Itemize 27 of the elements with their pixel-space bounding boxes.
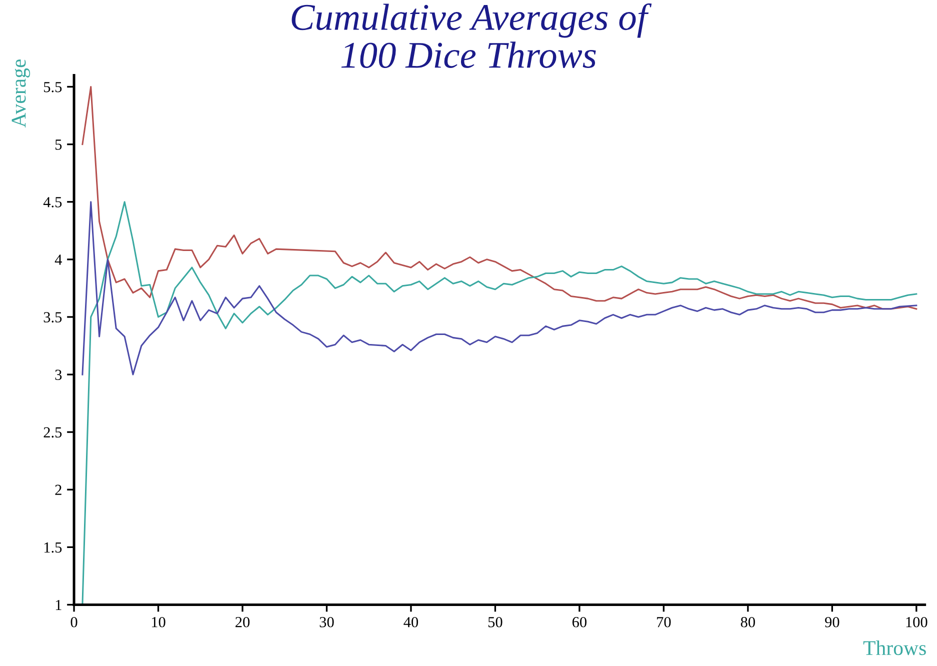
x-tick-label: 100 [906, 616, 928, 628]
x-axis-title: Throws [863, 640, 926, 656]
line-series [82, 86, 918, 310]
y-tick-label: 3.5 [44, 312, 62, 322]
x-tick-label: 60 [572, 616, 587, 628]
y-tick-label: 1 [56, 600, 62, 610]
y-tick-label: 4 [54, 254, 62, 265]
x-tick-label: 50 [488, 616, 502, 628]
x-tick-label: 40 [404, 616, 418, 628]
y-tick-label: 5.5 [44, 82, 62, 92]
y-tick-label: 2.5 [44, 427, 62, 438]
y-tick-label: 1.5 [44, 542, 62, 553]
x-tick-label: 20 [236, 616, 250, 628]
x-tick-label: 0 [70, 616, 78, 628]
y-tick-label: 2 [55, 484, 62, 495]
chart-title: Cumulative Averages of 100 Dice Throws [292, 3, 652, 68]
x-tick-label: 30 [320, 616, 334, 628]
y-axis-title: Average [12, 59, 30, 128]
line-series [82, 201, 918, 605]
x-tick-label: 10 [152, 616, 166, 628]
line-series [82, 201, 918, 376]
x-tick-label: 90 [825, 616, 840, 628]
x-tick-label: 80 [740, 616, 755, 628]
y-tick-label: 3 [55, 370, 62, 380]
y-tick-label: 5 [55, 140, 62, 150]
y-tick-label: 4.5 [43, 197, 62, 208]
x-tick-label: 70 [657, 616, 671, 628]
